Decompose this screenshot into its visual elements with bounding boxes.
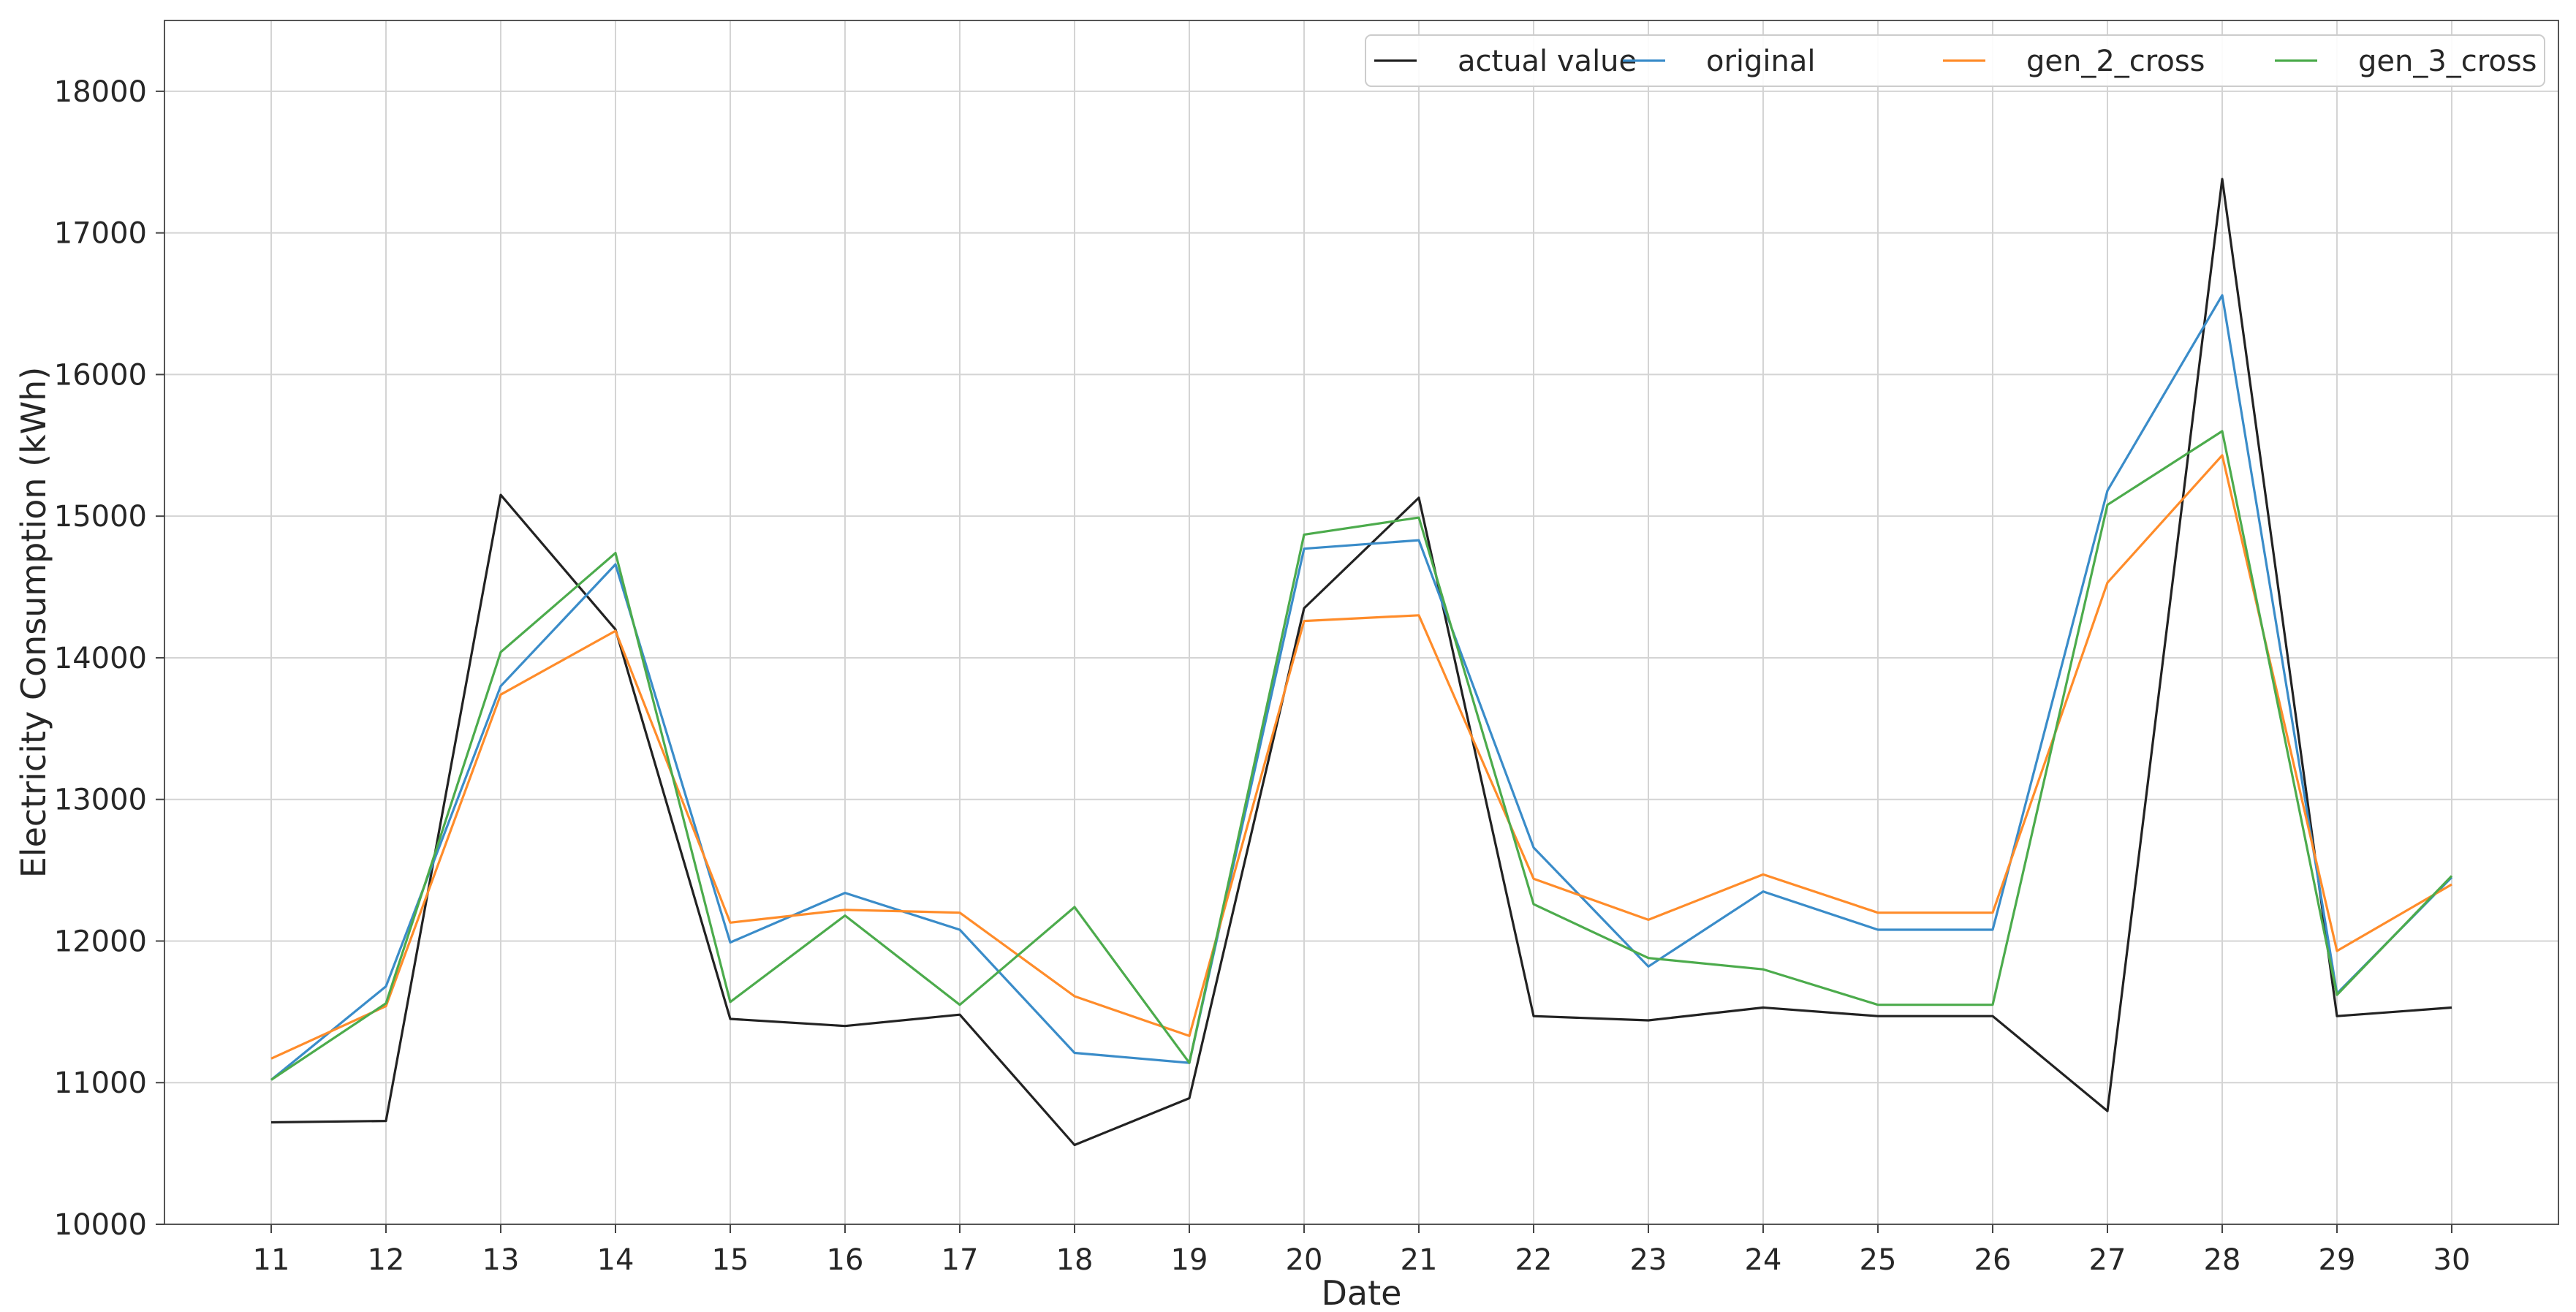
x-axis-title: Date [1322,1273,1402,1312]
x-tick-label: 24 [1745,1243,1782,1277]
y-tick-label: 16000 [54,358,147,392]
x-tick-label: 23 [1630,1243,1667,1277]
y-axis-title: Electricity Consumption (kWh) [14,367,53,879]
x-tick-label: 16 [827,1243,864,1277]
legend-label: gen_3_cross [2358,45,2537,78]
y-tick-label: 10000 [54,1208,147,1242]
x-tick-label: 18 [1056,1243,1094,1277]
legend-label: original [1706,45,1816,78]
x-tick-label: 17 [942,1243,979,1277]
y-tick-label: 14000 [54,642,147,675]
legend: actual value original gen_2_cross gen_3_cro… [1365,34,2545,87]
x-tick-label: 29 [2319,1243,2356,1277]
x-tick-label: 22 [1515,1243,1553,1277]
y-tick-label: 17000 [54,217,147,251]
x-tick-label: 27 [2089,1243,2126,1277]
y-tick-label: 12000 [54,925,147,958]
legend-label: actual value [1458,45,1637,78]
y-tick-label: 11000 [54,1066,147,1100]
series-line-gen-2-cross [270,454,2452,1060]
series-line-actual-value [270,178,2452,1147]
x-tick-label: 12 [368,1243,405,1277]
x-tick-label: 21 [1401,1243,1438,1277]
x-tick-label: 11 [253,1243,290,1277]
x-tick-label: 19 [1171,1243,1208,1277]
grid [164,20,2558,1225]
x-tick-label: 25 [1860,1243,1897,1277]
y-tick-label: 15000 [54,500,147,534]
plot-frame [164,20,2559,1225]
x-tick-label: 14 [597,1243,634,1277]
legend-label: gen_2_cross [2026,45,2205,78]
x-tick-label: 15 [712,1243,749,1277]
x-tick-label: 13 [482,1243,520,1277]
axis-ticks: 11 12 13 14 15 16 17 18 19 20 21 22 23 24 25 26 27 28 29 30… [54,75,2471,1277]
series-line-gen-3-cross [270,430,2453,1081]
y-tick-label: 13000 [54,784,147,817]
x-tick-label: 20 [1286,1243,1323,1277]
series-lines [270,178,2453,1147]
x-tick-label: 26 [1974,1243,2012,1277]
y-tick-label: 18000 [54,75,147,109]
x-tick-label: 28 [2204,1243,2241,1277]
x-tick-label: 30 [2433,1243,2471,1277]
